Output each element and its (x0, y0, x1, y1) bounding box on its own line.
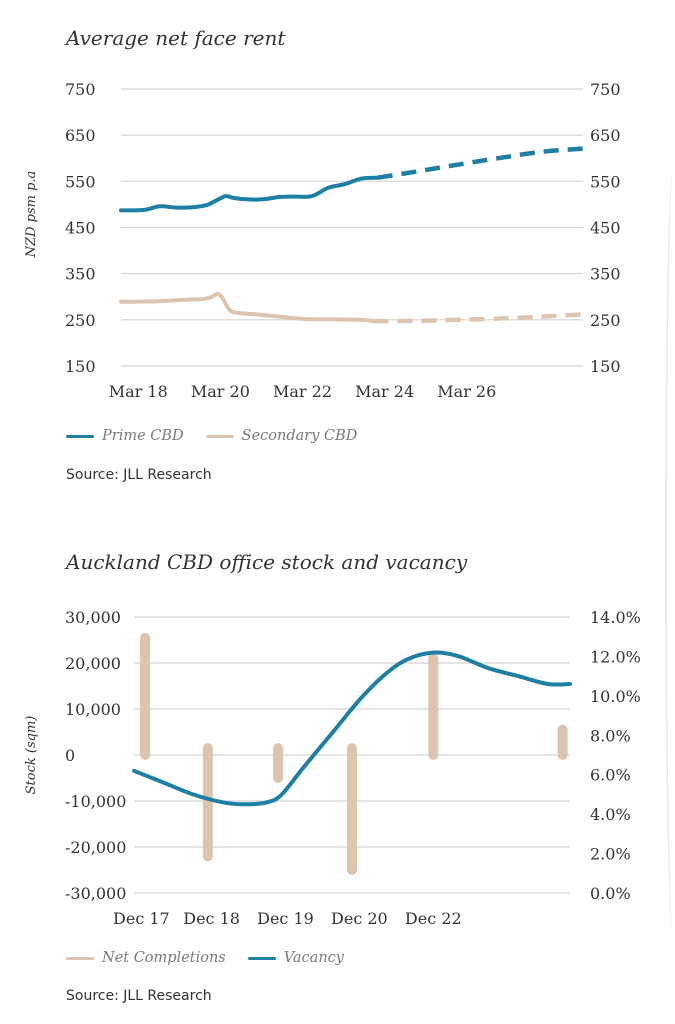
stock-x-tick: Dec 19 (257, 909, 314, 928)
rent-chart-source: Source: JLL Research (66, 467, 212, 483)
legend-item-prime-cbd: Prime CBD (66, 428, 184, 444)
stock-chart-title: Auckland CBD office stock and vacancy (66, 550, 468, 574)
legend-item-vacancy: Vacancy (247, 950, 344, 966)
stock-y-tick-left: 0 (65, 746, 75, 765)
rent-y-tick-right: 550 (590, 172, 621, 191)
secondary-cbd-swatch (205, 434, 234, 438)
legend-label-prime-cbd: Prime CBD (102, 428, 184, 444)
rent-y-tick-left: 550 (65, 172, 96, 191)
rent-y-tick-right: 250 (590, 311, 621, 330)
rent-line-chart: 750 650 550 450 350 250 150 750 650 550 450 350 250… (24, 80, 621, 401)
rent-y-tick-right: 150 (590, 357, 621, 376)
vacancy-y-tick-right: 6.0% (590, 766, 631, 785)
rent-y-tick-right: 350 (590, 265, 621, 284)
stock-y-tick-left: 10,000 (65, 700, 121, 719)
rent-x-tick: Mar 20 (191, 382, 250, 401)
legend-label-secondary-cbd: Secondary CBD (241, 428, 358, 444)
vacancy-y-tick-right: 2.0% (590, 845, 631, 864)
prime-cbd-forecast-line (377, 146, 584, 180)
legend-item-secondary-cbd: Secondary CBD (205, 428, 358, 444)
rent-legend: Prime CBD Secondary CBD (66, 428, 379, 444)
vacancy-y-tick-right: 0.0% (590, 884, 631, 903)
vacancy-y-tick-right: 4.0% (590, 805, 631, 824)
stock-vacancy-chart: 30,000 20,000 10,000 0 -10,000 -20,000 -30,000… (24, 608, 641, 928)
stock-legend: Net Completions Vacancy (66, 950, 366, 966)
stock-y-tick-left: -10,000 (65, 792, 126, 811)
stock-y-tick-left: -20,000 (65, 838, 126, 857)
rent-x-tick: Mar 22 (273, 382, 332, 401)
rent-y-tick-left: 650 (65, 126, 96, 145)
prime-cbd-actual-line (119, 175, 380, 213)
rent-x-tick: Mar 24 (355, 382, 414, 401)
stock-x-tick: Dec 18 (183, 909, 240, 928)
stock-chart-source: Source: JLL Research (66, 988, 212, 1004)
legend-label-vacancy: Vacancy (283, 950, 344, 966)
stock-y-tick-left: 30,000 (65, 608, 121, 627)
vacancy-y-tick-right: 14.0% (590, 608, 641, 627)
stock-x-tick: Dec 22 (405, 909, 462, 928)
legend-item-net-completions: Net Completions (66, 950, 226, 966)
rent-y-axis-title: NZD psm p.a (24, 171, 39, 259)
rent-y-tick-left: 350 (65, 265, 96, 284)
vacancy-line (132, 650, 572, 807)
rent-chart-title: Average net face rent (66, 26, 286, 50)
vacancy-y-tick-right: 10.0% (590, 687, 641, 706)
vacancy-y-tick-right: 8.0% (590, 726, 631, 745)
rent-y-tick-left: 750 (65, 80, 96, 99)
rent-x-tick: Mar 18 (109, 382, 168, 401)
stock-y-tick-left: -30,000 (65, 884, 126, 903)
prime-cbd-swatch (66, 434, 94, 438)
rent-y-tick-right: 650 (590, 126, 621, 145)
rent-y-tick-left: 150 (65, 357, 96, 376)
secondary-cbd-actual-line (119, 291, 376, 324)
net-completions-swatch (66, 956, 94, 960)
rent-y-tick-right: 750 (590, 80, 621, 99)
stock-x-tick: Dec 20 (331, 909, 388, 928)
secondary-cbd-forecast-line (373, 312, 584, 324)
rent-y-tick-right: 450 (590, 219, 621, 238)
rent-x-tick: Mar 26 (437, 382, 496, 401)
stock-y-axis-title: Stock (sqm) (24, 716, 39, 795)
stock-x-tick: Dec 17 (113, 909, 170, 928)
vacancy-swatch (247, 956, 276, 960)
rent-y-tick-left: 450 (65, 219, 96, 238)
decorative-page-curve (665, 170, 675, 930)
vacancy-y-tick-right: 12.0% (590, 647, 641, 666)
legend-label-net-completions: Net Completions (102, 950, 226, 966)
stock-y-tick-left: 20,000 (65, 654, 121, 673)
rent-y-tick-left: 250 (65, 311, 96, 330)
